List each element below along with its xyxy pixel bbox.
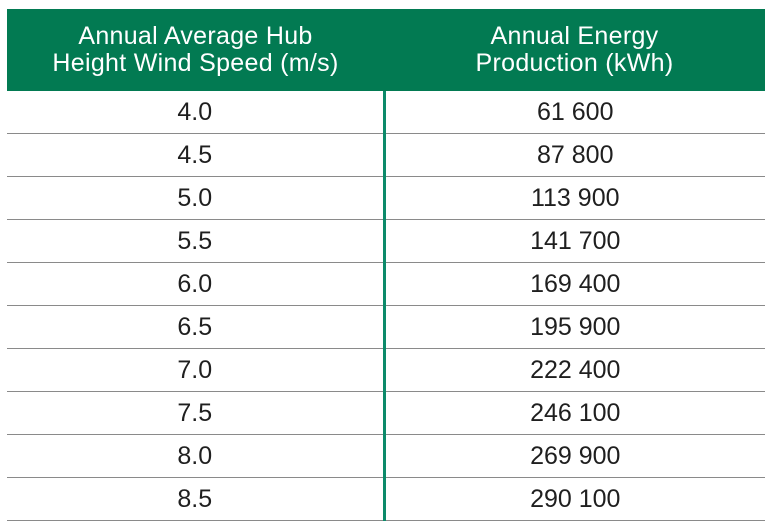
header-energy-line-2: Production (kWh) <box>475 49 674 77</box>
table-row: 8.0 269 900 <box>7 434 765 478</box>
table-row: 6.0 169 400 <box>7 262 765 306</box>
header-wind-speed-line-1: Annual Average Hub <box>78 22 313 50</box>
table-row: 6.5 195 900 <box>7 305 765 349</box>
cell-energy: 222 400 <box>384 348 765 392</box>
cell-wind-speed: 8.5 <box>7 477 386 521</box>
table-row: 5.0 113 900 <box>7 176 765 220</box>
cell-wind-speed: 6.0 <box>7 262 386 306</box>
table-row: 5.5 141 700 <box>7 219 765 263</box>
cell-energy: 269 900 <box>384 434 765 478</box>
wind-energy-table-container: Annual Average Hub Height Wind Speed (m/… <box>7 9 765 521</box>
table-row: 4.5 87 800 <box>7 133 765 177</box>
header-row: Annual Average Hub Height Wind Speed (m/… <box>7 9 765 91</box>
cell-energy: 169 400 <box>384 262 765 306</box>
cell-wind-speed: 7.5 <box>7 391 386 435</box>
table-body: 4.0 61 600 4.5 87 800 5.0 113 900 5.5 14… <box>7 91 765 521</box>
cell-wind-speed: 5.0 <box>7 176 386 220</box>
cell-energy: 141 700 <box>384 219 765 263</box>
table-row: 4.0 61 600 <box>7 91 765 134</box>
header-energy-line-1: Annual Energy <box>490 22 659 50</box>
cell-energy: 61 600 <box>384 91 765 134</box>
cell-wind-speed: 8.0 <box>7 434 386 478</box>
cell-wind-speed: 4.5 <box>7 133 386 177</box>
cell-energy: 195 900 <box>384 305 765 349</box>
cell-energy: 246 100 <box>384 391 765 435</box>
table-header: Annual Average Hub Height Wind Speed (m/… <box>7 9 765 91</box>
cell-wind-speed: 6.5 <box>7 305 386 349</box>
header-wind-speed-line-2: Height Wind Speed (m/s) <box>52 49 339 77</box>
header-energy-production: Annual Energy Production (kWh) <box>384 9 765 91</box>
header-wind-speed: Annual Average Hub Height Wind Speed (m/… <box>7 9 384 91</box>
cell-energy: 113 900 <box>384 176 765 220</box>
wind-energy-table: Annual Average Hub Height Wind Speed (m/… <box>7 9 765 521</box>
table-row: 8.5 290 100 <box>7 477 765 521</box>
table-row: 7.0 222 400 <box>7 348 765 392</box>
cell-wind-speed: 7.0 <box>7 348 386 392</box>
cell-energy: 87 800 <box>384 133 765 177</box>
cell-energy: 290 100 <box>384 477 765 521</box>
cell-wind-speed: 5.5 <box>7 219 386 263</box>
table-row: 7.5 246 100 <box>7 391 765 435</box>
cell-wind-speed: 4.0 <box>7 91 386 134</box>
